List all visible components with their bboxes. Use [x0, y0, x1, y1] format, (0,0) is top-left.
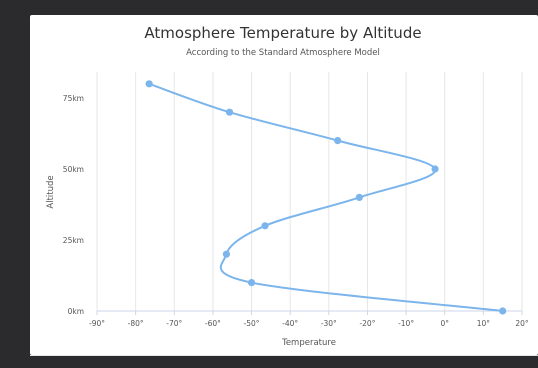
x-axis-label: Temperature: [281, 338, 336, 348]
card-divider: [30, 355, 538, 356]
x-tick-label: -30°: [321, 319, 337, 328]
data-point[interactable]: [499, 307, 507, 315]
chart-subtitle: According to the Standard Atmosphere Mod…: [186, 48, 380, 58]
series-line: [148, 82, 504, 312]
data-point[interactable]: [247, 279, 256, 287]
y-tick-label: 50km: [63, 165, 84, 174]
x-tick-label: 0°: [440, 319, 449, 328]
x-tick-label: -40°: [282, 319, 298, 328]
x-tick-label: -90°: [89, 319, 105, 328]
plot-area: -90° -80° -70° -60° -50° -40° -30° -20° -10° 0° 10…: [63, 72, 529, 328]
x-tick-label: 20°: [515, 319, 529, 328]
chart-card: [30, 15, 538, 355]
data-point[interactable]: [225, 108, 234, 116]
data-point[interactable]: [145, 80, 153, 88]
y-tick-label: 25km: [63, 236, 84, 245]
x-tick-label: -10°: [398, 319, 414, 328]
chart-title: Atmosphere Temperature by Altitude: [144, 24, 421, 42]
x-tick-label: -70°: [166, 319, 182, 328]
x-tick-label: -60°: [205, 319, 221, 328]
y-tick-label: 75km: [63, 94, 84, 103]
y-tick-label: 0km: [68, 307, 84, 316]
data-point[interactable]: [222, 250, 231, 258]
data-point[interactable]: [334, 137, 342, 145]
x-tick-label: 10°: [477, 319, 491, 328]
y-axis-label: Altitude: [46, 175, 56, 208]
data-point[interactable]: [355, 193, 363, 201]
x-tick-label: -50°: [244, 319, 260, 328]
data-point[interactable]: [431, 165, 439, 173]
x-tick-label: -80°: [128, 319, 144, 328]
x-tick-label: -20°: [359, 319, 375, 328]
data-point[interactable]: [261, 222, 269, 230]
